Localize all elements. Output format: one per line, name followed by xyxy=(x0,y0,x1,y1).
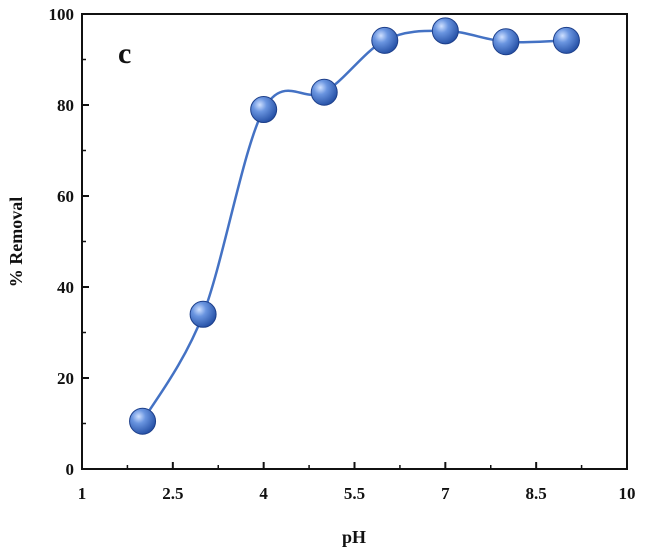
series-markers xyxy=(129,17,580,435)
panel-label: c xyxy=(118,37,131,70)
data-point-marker xyxy=(492,28,520,56)
data-point-marker xyxy=(552,26,580,54)
y-tick-label: 20 xyxy=(57,369,74,388)
data-point-marker xyxy=(189,300,217,328)
y-axis-title: % Removal xyxy=(6,197,26,287)
y-tick-label: 100 xyxy=(49,5,75,24)
data-point-marker xyxy=(310,78,338,106)
x-axis-title: pH xyxy=(342,527,366,547)
y-axis-ticks: 0 20 40 60 80 100 xyxy=(49,5,89,479)
plot-frame xyxy=(81,13,628,470)
y-tick-label: 0 xyxy=(66,460,75,479)
data-point-marker xyxy=(250,96,278,124)
y-tick-label: 80 xyxy=(57,96,74,115)
y-tick-label: 60 xyxy=(57,187,74,206)
x-axis-ticks: 1 2.5 4 5.5 7 8.5 10 xyxy=(78,462,636,503)
x-tick-label: 8.5 xyxy=(526,484,547,503)
plot-area xyxy=(81,13,628,470)
x-tick-label: 10 xyxy=(619,484,636,503)
series-line xyxy=(141,29,567,422)
x-tick-label: 2.5 xyxy=(162,484,183,503)
data-point-marker xyxy=(431,17,459,45)
x-tick-label: 7 xyxy=(441,484,450,503)
data-point-marker xyxy=(371,26,399,54)
x-tick-label: 5.5 xyxy=(344,484,365,503)
data-point-marker xyxy=(129,407,157,435)
x-tick-label: 4 xyxy=(259,484,268,503)
x-tick-label: 1 xyxy=(78,484,87,503)
y-tick-label: 40 xyxy=(57,278,74,297)
